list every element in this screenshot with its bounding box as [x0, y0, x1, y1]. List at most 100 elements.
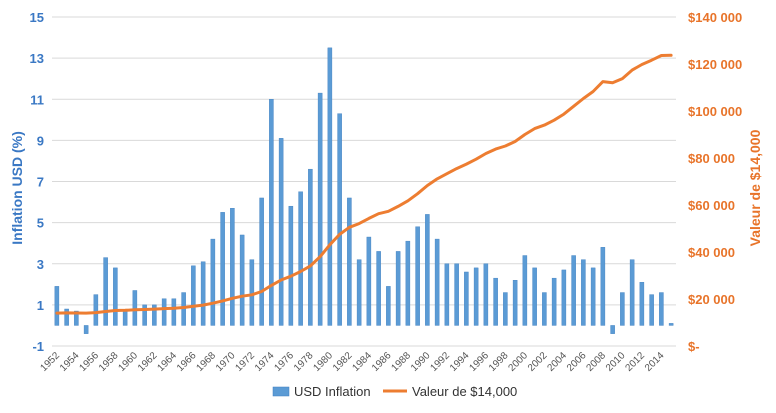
x-tick-label: 2006: [565, 350, 589, 374]
x-tick-label: 1966: [175, 350, 199, 374]
inflation-bar: [191, 265, 196, 326]
y-right-tick-label: $140 000: [688, 10, 742, 25]
y-left-tick-label: 1: [37, 298, 44, 313]
inflation-bar: [649, 294, 654, 326]
inflation-bar: [454, 263, 459, 326]
inflation-bar: [54, 286, 60, 326]
inflation-bar: [561, 269, 567, 326]
inflation-bar: [503, 292, 508, 326]
x-tick-label: 2000: [506, 350, 530, 374]
x-tick-label: 1982: [331, 350, 355, 374]
inflation-bar: [629, 259, 635, 326]
inflation-bar: [434, 238, 440, 326]
value-line: [55, 53, 673, 315]
x-tick-label: 2002: [526, 350, 550, 374]
inflation-bar: [259, 197, 264, 326]
inflation-bar: [483, 263, 489, 326]
x-tick-label: 2010: [604, 350, 628, 374]
inflation-bar: [542, 292, 547, 326]
x-tick-label: 1974: [253, 350, 277, 374]
x-tick-label: 1954: [58, 350, 82, 374]
inflation-bar: [581, 259, 586, 326]
inflation-bar: [551, 277, 557, 326]
inflation-bar: [668, 323, 674, 326]
y-right-tick-label: $-: [688, 339, 700, 354]
inflation-bar: [288, 205, 294, 326]
inflation-bar: [493, 277, 498, 326]
inflation-bar: [425, 214, 430, 326]
x-tick-label: 2012: [623, 350, 647, 374]
inflation-bar: [93, 294, 99, 326]
value-line-group: [55, 53, 673, 315]
x-tick-label: 1956: [77, 350, 101, 374]
inflation-bar: [200, 261, 206, 326]
inflation-bar: [532, 267, 537, 326]
inflation-bar: [249, 259, 255, 326]
x-tick-label: 1986: [370, 350, 394, 374]
x-tick-label: 1962: [136, 350, 160, 374]
legend: USD Inflation Valeur de $14,000: [272, 384, 517, 399]
inflation-bar: [639, 282, 645, 326]
inflation-bars: [54, 47, 674, 334]
inflation-bar: [269, 99, 274, 326]
y-left-tick-label: 7: [37, 175, 44, 190]
y-right-tick-label: $60 000: [688, 198, 735, 213]
x-tick-label: 1970: [214, 350, 238, 374]
inflation-bar: [620, 292, 625, 326]
x-tick-label: 1998: [487, 350, 511, 374]
inflation-bar: [464, 271, 469, 326]
inflation-bar: [142, 304, 147, 326]
inflation-bar: [239, 234, 245, 326]
x-axis-ticks: 1952195419561958196019621964196619681970…: [38, 350, 666, 374]
inflation-bar: [376, 251, 381, 326]
x-tick-label: 1996: [467, 350, 491, 374]
inflation-bar: [278, 138, 284, 326]
x-tick-label: 1994: [448, 350, 472, 374]
inflation-bar: [317, 92, 323, 326]
y-left-tick-label: -1: [32, 339, 44, 354]
inflation-bar: [103, 257, 108, 326]
x-tick-label: 1990: [409, 350, 433, 374]
inflation-bar: [386, 286, 391, 326]
y-left-tick-label: 11: [30, 92, 44, 107]
inflation-bar: [395, 251, 401, 326]
inflation-bar: [337, 113, 342, 326]
y-right-tick-label: $40 000: [688, 245, 735, 260]
legend-label-value: Valeur de $14,000: [412, 384, 517, 399]
inflation-bar: [366, 236, 372, 326]
x-tick-label: 1972: [233, 350, 257, 374]
x-tick-label: 1960: [116, 350, 140, 374]
legend-label-inflation: USD Inflation: [294, 384, 371, 399]
x-tick-label: 2014: [643, 350, 667, 374]
inflation-bar: [298, 191, 303, 326]
inflation-bar: [308, 168, 313, 326]
inflation-bar: [171, 298, 177, 326]
y-left-tick-label: 5: [37, 216, 44, 231]
inflation-bar: [113, 267, 118, 326]
right-axis-ticks: $- $20 000 $40 000 $60 000 $80 000 $100 000 $1…: [688, 10, 742, 354]
x-tick-label: 1968: [194, 350, 218, 374]
y-left-tick-label: 15: [30, 10, 44, 25]
inflation-bar: [132, 290, 138, 326]
inflation-bar: [83, 325, 89, 334]
inflation-bar: [122, 310, 128, 326]
x-tick-label: 2004: [545, 350, 569, 374]
y-right-tick-label: $100 000: [688, 104, 742, 119]
inflation-bar: [327, 47, 333, 326]
y-left-tick-label: 13: [30, 51, 44, 66]
inflation-bar: [74, 310, 79, 326]
y-right-tick-label: $120 000: [688, 57, 742, 72]
inflation-bar: [600, 247, 606, 326]
inflation-bar: [347, 197, 352, 326]
inflation-bar: [522, 255, 528, 326]
inflation-bar: [210, 238, 216, 326]
y-axis-right-title: Valeur de $14,000: [747, 129, 763, 246]
y-right-tick-label: $20 000: [688, 292, 735, 307]
inflation-bar: [473, 267, 479, 326]
inflation-bar: [610, 325, 615, 334]
inflation-bar: [571, 255, 576, 326]
x-tick-label: 2008: [584, 350, 608, 374]
x-tick-label: 1964: [155, 350, 179, 374]
